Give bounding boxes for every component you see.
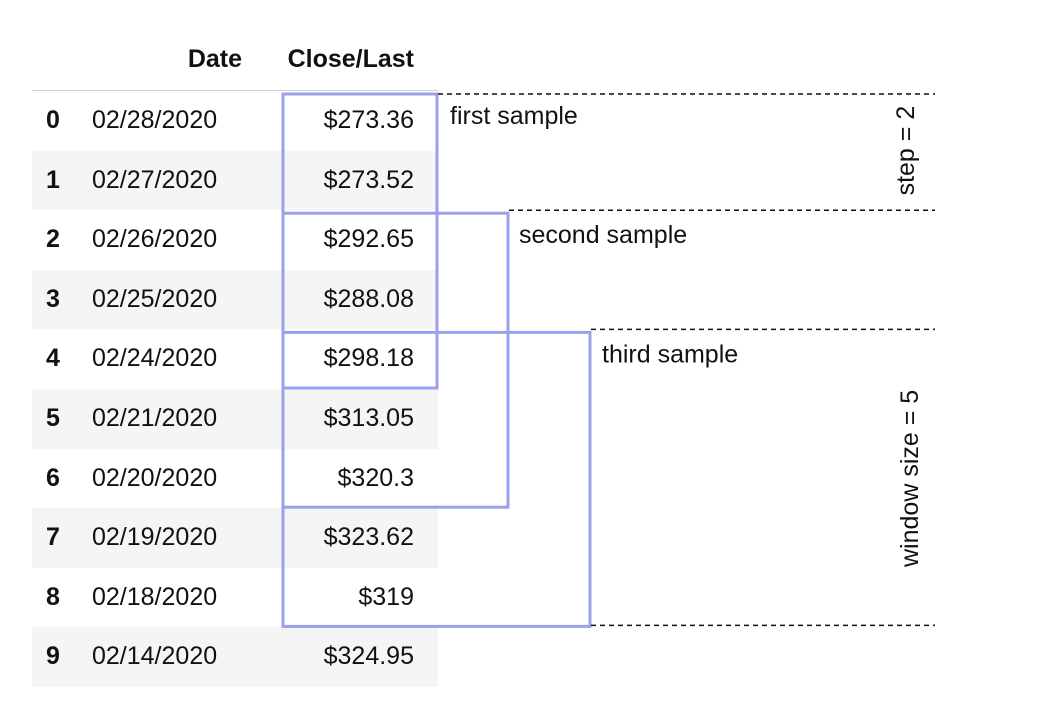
row-date: 02/18/2020 [92,582,218,611]
first-sample-box [281,92,439,390]
table-row: 4 02/24/2020 $298.18 [32,329,438,389]
table-header: Date Close/Last [32,30,438,91]
row-date: 02/20/2020 [92,463,218,492]
row-date: 02/28/2020 [92,106,218,134]
row-index: 1 [46,165,60,194]
row-close: $324.95 [323,642,414,671]
row-close: $292.65 [323,225,414,254]
row-index: 0 [46,106,60,134]
third-sample-box [281,330,592,628]
window-size-annotation: window size = 5 [896,390,924,568]
row-index: 5 [46,404,60,432]
table-row: 9 02/14/2020 $324.95 [32,627,438,687]
table-row: 3 02/25/2020 $288.08 [32,269,438,330]
third-sample-label: third sample [602,340,738,368]
row-index: 3 [46,284,60,313]
step-annotation: step = 2 [892,106,920,196]
first-sample-label: first sample [450,102,578,130]
row-close: $288.08 [323,284,414,313]
row-index: 9 [46,642,60,671]
row-index: 8 [46,582,60,611]
row-close: $273.52 [323,165,414,194]
table-row: 8 02/18/2020 $319 [32,568,438,628]
row-index: 4 [46,344,60,373]
row-date: 02/27/2020 [92,165,218,194]
row-date: 02/21/2020 [92,404,218,432]
row-index: 2 [46,225,60,254]
row-date: 02/14/2020 [92,642,218,671]
row-index: 6 [46,463,60,492]
row-date: 02/24/2020 [92,344,218,373]
row-close: $313.05 [323,404,414,432]
second-sample-box [281,211,510,509]
row-close: $319 [358,582,414,611]
table-row: 2 02/26/2020 $292.65 [32,210,438,270]
row-close: $323.62 [323,523,414,552]
column-header-date: Date [187,45,242,73]
second-sample-label: second sample [519,221,687,249]
table-row: 6 02/20/2020 $320.3 [32,449,438,509]
row-date: 02/26/2020 [92,225,218,254]
row-close: $298.18 [323,344,414,373]
table-row: 5 02/21/2020 $313.05 [32,389,438,449]
row-index: 7 [46,523,60,552]
table-row: 1 02/27/2020 $273.52 [32,150,438,211]
column-header-close: Close/Last [287,45,414,73]
row-date: 02/19/2020 [92,523,218,552]
row-date: 02/25/2020 [92,284,218,313]
table-row: 0 02/28/2020 $273.36 [32,91,438,151]
table-row: 7 02/19/2020 $323.62 [32,508,438,568]
row-close: $273.36 [323,106,414,134]
row-close: $320.3 [337,463,414,492]
